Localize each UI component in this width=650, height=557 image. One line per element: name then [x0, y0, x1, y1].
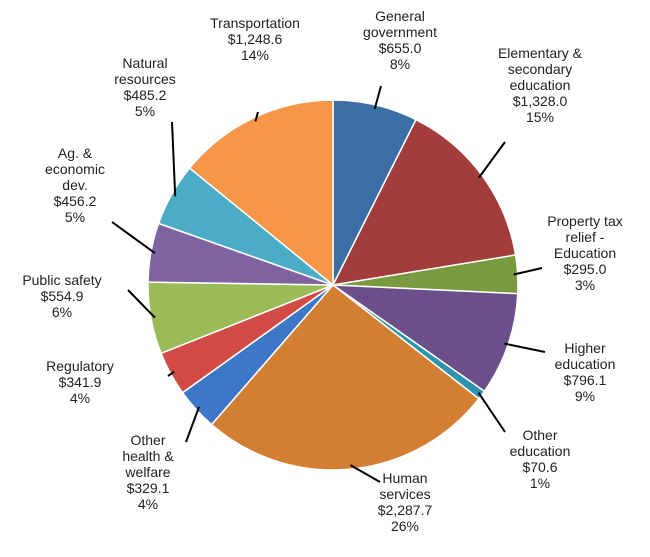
leader-line — [477, 392, 506, 433]
data-label: Other health & welfare $329.1 4% — [113, 432, 183, 512]
data-label: Public safety $554.9 6% — [12, 272, 112, 320]
category-label: Transportation — [210, 15, 300, 31]
data-label: Other education $70.6 1% — [500, 427, 580, 491]
percent-label: 14% — [240, 47, 270, 63]
percent-label: 6% — [51, 304, 73, 320]
data-label: Ag. & economic dev. $456.2 5% — [40, 145, 110, 225]
leader-line — [504, 342, 546, 353]
leader-line — [127, 289, 156, 319]
percent-label: 5% — [134, 103, 156, 119]
data-label: Elementary & secondary education $1,328.0… — [484, 45, 596, 125]
category-label: Human services — [379, 470, 431, 502]
data-label: Transportation $1,248.6 14% — [200, 15, 310, 63]
value-label: $456.2 — [53, 193, 97, 209]
leader-line — [513, 267, 543, 276]
value-label: $485.2 — [123, 87, 167, 103]
pie-slice — [188, 99, 334, 287]
value-label: $796.1 — [563, 372, 607, 388]
leader-line — [254, 111, 259, 122]
data-label: Higher education $796.1 9% — [545, 340, 625, 404]
category-label: Other education — [509, 427, 571, 459]
data-label: General government $655.0 8% — [355, 8, 445, 72]
value-label: $329.1 — [126, 480, 170, 496]
data-label: Property tax relief - Education $295.0 3% — [537, 213, 633, 293]
category-label: Elementary & secondary education — [497, 45, 583, 93]
leader-line — [349, 464, 381, 483]
category-label: Higher education — [554, 340, 616, 372]
percent-label: 5% — [64, 209, 86, 225]
percent-label: 1% — [529, 475, 551, 491]
leader-line — [373, 85, 382, 110]
value-label: $2,287.7 — [377, 502, 433, 518]
value-label: $1,248.6 — [227, 31, 283, 47]
pie-slice — [210, 283, 480, 471]
value-label: $655.0 — [378, 40, 422, 56]
percent-label: 15% — [525, 109, 555, 125]
category-label: Property tax relief - Education — [547, 213, 623, 261]
value-label: $554.9 — [40, 288, 84, 304]
data-label: Human services $2,287.7 26% — [370, 470, 440, 534]
leader-line — [111, 221, 156, 254]
category-label: Other health & welfare — [122, 432, 174, 480]
leader-line — [477, 141, 506, 179]
pie-slice — [331, 118, 517, 286]
data-label: Regulatory $341.9 4% — [35, 358, 125, 406]
data-label: Natural resources $485.2 5% — [105, 55, 185, 119]
leader-line — [185, 406, 201, 443]
leader-line — [167, 370, 175, 377]
value-label: $341.9 — [58, 374, 102, 390]
percent-label: 4% — [137, 496, 159, 512]
percent-label: 8% — [389, 56, 411, 72]
category-label: Regulatory — [46, 358, 114, 374]
value-label: $70.6 — [522, 459, 558, 475]
percent-label: 4% — [69, 390, 91, 406]
value-label: $295.0 — [563, 261, 607, 277]
category-label: Natural resources — [114, 55, 176, 87]
percent-label: 3% — [574, 277, 596, 293]
percent-label: 9% — [574, 388, 596, 404]
category-label: Ag. & economic dev. — [45, 145, 105, 193]
category-label: General government — [363, 8, 437, 40]
category-label: Public safety — [22, 272, 102, 288]
leader-line — [171, 121, 177, 197]
value-label: $1,328.0 — [512, 93, 568, 109]
percent-label: 26% — [390, 518, 420, 534]
